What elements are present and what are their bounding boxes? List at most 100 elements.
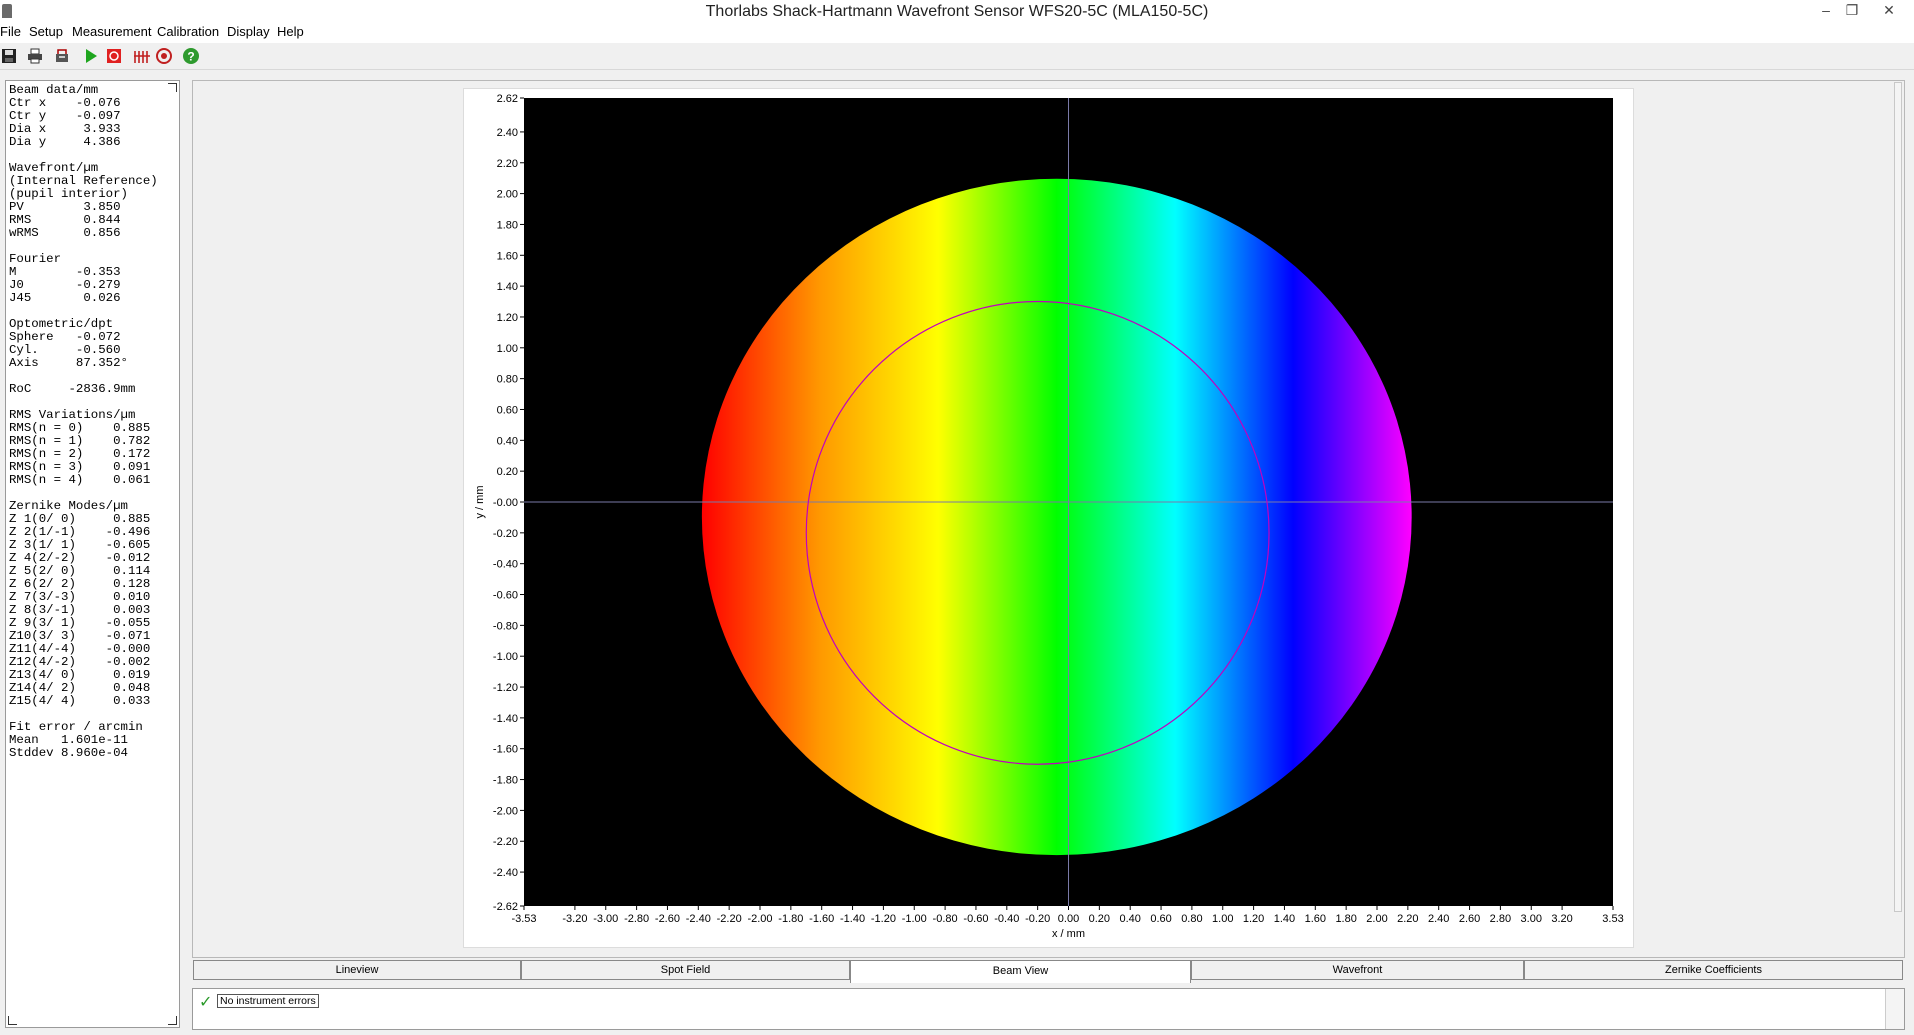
stop-icon[interactable] (105, 47, 123, 65)
y-tick-label: 2.20 (497, 158, 518, 170)
tab-zernike-coefficients[interactable]: Zernike Coefficients (1524, 960, 1903, 980)
y-tick-label: -2.40 (493, 867, 518, 879)
y-tick-label: -0.80 (493, 620, 518, 632)
menu-calibration[interactable]: Calibration (157, 24, 220, 39)
menu-file[interactable]: File (0, 24, 21, 39)
x-tick-label: 3.20 (1551, 913, 1572, 925)
y-tick-label: -1.60 (493, 744, 518, 756)
x-tick-label: 2.60 (1459, 913, 1480, 925)
status-scrollbar[interactable] (1885, 989, 1904, 1029)
y-tick-label: -1.20 (493, 682, 518, 694)
y-tick-label: 1.20 (497, 312, 518, 324)
x-tick-label: -1.00 (902, 913, 927, 925)
y-tick-label: -1.40 (493, 713, 518, 725)
menu-help[interactable]: Help (277, 24, 304, 39)
save-icon[interactable] (0, 47, 18, 65)
tab-spot-field[interactable]: Spot Field (521, 960, 850, 980)
y-tick-label: 0.40 (497, 435, 518, 447)
y-tick-label: 1.60 (497, 250, 518, 262)
svg-text:?: ? (187, 50, 194, 64)
x-tick-label: -2.00 (747, 913, 772, 925)
x-tick-label: 0.40 (1119, 913, 1140, 925)
beam-view-chart: -3.53 -3.20 -3.00 -2.80 -2.60 -2.40 -2.20 -2.00… (474, 93, 1624, 940)
start-icon[interactable] (82, 47, 100, 65)
y-tick-label: -2.00 (493, 805, 518, 817)
x-tick-label: 2.00 (1366, 913, 1387, 925)
y-tick-label: 2.62 (497, 93, 518, 105)
status-message: No instrument errors (217, 994, 319, 1008)
x-tick-label: -0.20 (1025, 913, 1050, 925)
panel-corner-bottom-right (168, 1016, 177, 1025)
print-setup-icon[interactable] (53, 47, 71, 65)
x-tick-label: -2.20 (717, 913, 742, 925)
x-tick-label: -3.20 (562, 913, 587, 925)
x-tick-label: 0.20 (1089, 913, 1110, 925)
beam-data-panel: Beam data/mm Ctr x -0.076 Ctr y -0.097 D… (5, 80, 180, 1028)
y-tick-label: 0.60 (497, 404, 518, 416)
restore-button[interactable]: ❐ (1845, 2, 1859, 18)
y-axis-label: y / mm (474, 486, 486, 519)
y-tick-label: 1.00 (497, 343, 518, 355)
panel-corner-bottom-left (8, 1016, 17, 1025)
target-icon[interactable] (155, 47, 173, 65)
x-tick-label: -1.60 (809, 913, 834, 925)
menu-display[interactable]: Display (227, 24, 270, 39)
y-tick-label: 2.40 (497, 127, 518, 139)
view-tabs: Lineview Spot Field Beam View Wavefront … (192, 960, 1905, 984)
x-tick-label: -2.40 (686, 913, 711, 925)
vertical-scrollbar[interactable] (1894, 82, 1902, 912)
y-tick-label: 0.80 (497, 374, 518, 386)
x-tick-label: -3.00 (593, 913, 618, 925)
tab-lineview[interactable]: Lineview (193, 960, 521, 980)
help-icon[interactable]: ? (182, 47, 200, 65)
measurement-readout: Beam data/mm Ctr x -0.076 Ctr y -0.097 D… (9, 83, 158, 760)
x-tick-label: -2.80 (624, 913, 649, 925)
y-tick-label: -1.80 (493, 775, 518, 787)
x-axis-label: x / mm (1052, 928, 1085, 940)
y-tick-label: 1.80 (497, 219, 518, 231)
measure-icon[interactable] (133, 47, 151, 65)
x-tick-label: 1.80 (1335, 913, 1356, 925)
close-button[interactable]: ✕ (1883, 2, 1895, 18)
x-tick-label: -0.40 (994, 913, 1019, 925)
x-tick-label: 1.60 (1305, 913, 1326, 925)
y-tick-label: -1.00 (493, 651, 518, 663)
x-tick-label: 3.53 (1602, 913, 1623, 925)
y-tick-label: -0.00 (493, 497, 518, 509)
x-tick-label: -3.53 (511, 913, 536, 925)
x-tick-label: -2.60 (655, 913, 680, 925)
x-tick-label: -1.80 (778, 913, 803, 925)
x-tick-label: 0.60 (1150, 913, 1171, 925)
minimize-button[interactable]: – (1822, 2, 1830, 18)
menu-setup[interactable]: Setup (29, 24, 63, 39)
y-tick-label: 1.40 (497, 281, 518, 293)
app-icon (2, 4, 12, 18)
y-tick-label: 0.20 (497, 466, 518, 478)
print-icon[interactable] (26, 47, 44, 65)
x-tick-label: -1.20 (871, 913, 896, 925)
checkmark-icon: ✓ (199, 994, 213, 1011)
y-tick-label: -2.62 (493, 901, 518, 913)
menu-measurement[interactable]: Measurement (72, 24, 152, 39)
y-tick-label: -0.40 (493, 559, 518, 571)
x-tick-label: 0.80 (1181, 913, 1202, 925)
x-tick-label: 2.20 (1397, 913, 1418, 925)
beam-spot (701, 178, 1412, 856)
x-tick-label: 2.40 (1428, 913, 1449, 925)
window-title: Thorlabs Shack-Hartmann Wavefront Sensor… (705, 3, 1209, 20)
pupil-circle (805, 300, 1270, 765)
y-tick-label: 2.00 (497, 189, 518, 201)
menu-bar: File Setup Measurement Calibration Displ… (0, 21, 1914, 43)
y-tick-label: -0.60 (493, 590, 518, 602)
tab-beam-view[interactable]: Beam View (850, 960, 1191, 983)
status-panel: ✓ No instrument errors (192, 988, 1905, 1030)
x-tick-label: 1.20 (1243, 913, 1264, 925)
x-tick-label: 3.00 (1521, 913, 1542, 925)
y-tick-label: -2.20 (493, 836, 518, 848)
x-tick-label: 1.00 (1212, 913, 1233, 925)
tab-wavefront[interactable]: Wavefront (1191, 960, 1524, 980)
x-tick-label: -1.40 (840, 913, 865, 925)
panel-corner-top (168, 83, 177, 92)
x-tick-label: 2.80 (1490, 913, 1511, 925)
title-bar: Thorlabs Shack-Hartmann Wavefront Sensor… (0, 0, 1914, 24)
